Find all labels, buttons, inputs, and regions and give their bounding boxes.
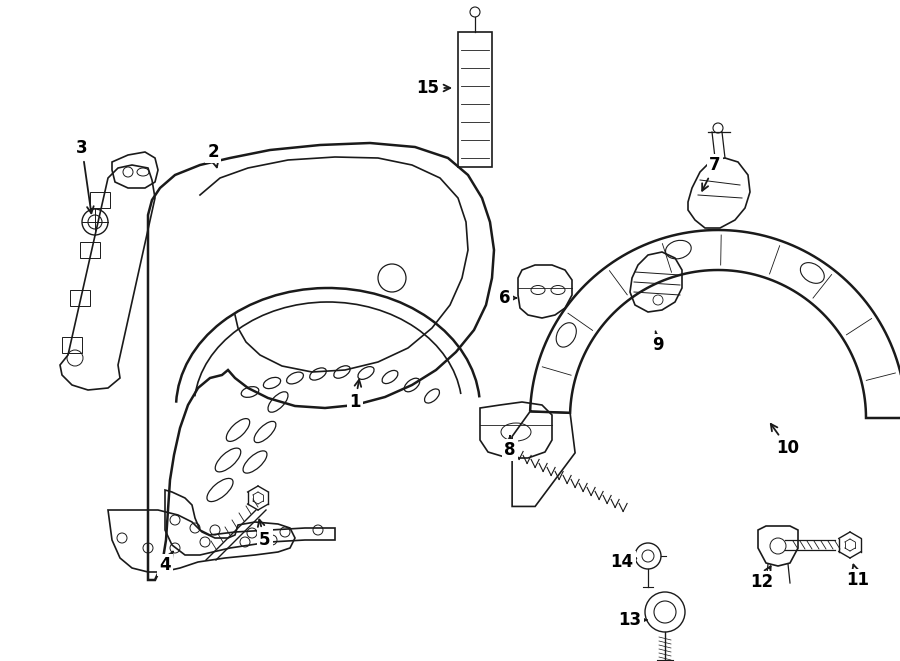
- Text: 9: 9: [652, 331, 664, 354]
- Text: 5: 5: [258, 520, 271, 549]
- Text: 7: 7: [702, 156, 721, 191]
- Bar: [458, 32, 492, 167]
- Text: 13: 13: [618, 611, 647, 629]
- Text: 6: 6: [500, 289, 517, 307]
- Bar: [62, 337, 82, 353]
- Text: 8: 8: [504, 436, 516, 459]
- Bar: [70, 290, 90, 306]
- Text: 2: 2: [207, 143, 219, 167]
- Bar: [90, 192, 110, 208]
- Text: 12: 12: [751, 566, 774, 591]
- Text: 1: 1: [349, 379, 361, 411]
- Bar: [80, 242, 100, 258]
- Text: 15: 15: [417, 79, 450, 97]
- Text: 10: 10: [770, 424, 799, 457]
- Text: 4: 4: [159, 551, 173, 574]
- Text: 11: 11: [847, 564, 869, 589]
- Text: 3: 3: [76, 139, 94, 214]
- Text: 14: 14: [610, 553, 636, 571]
